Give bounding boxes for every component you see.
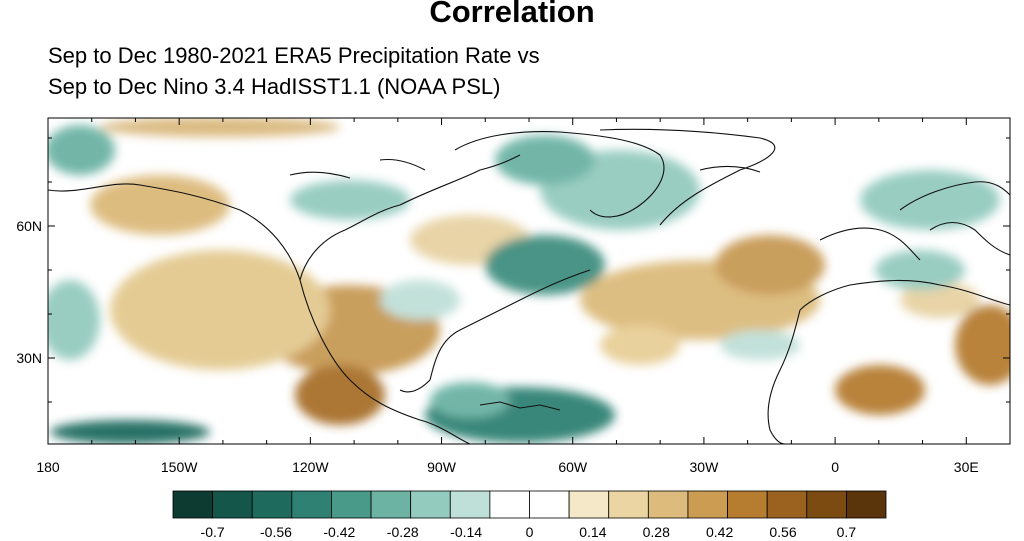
colorbar-label: -0.28 — [387, 524, 419, 540]
y-tick-label: 60N — [16, 218, 42, 234]
colorbar-swatch — [608, 490, 649, 519]
colorbar-label: 0.42 — [706, 524, 733, 540]
chart-subtitle-line1: Sep to Dec 1980-2021 ERA5 Precipitation … — [48, 43, 540, 68]
colorbar: -0.7 -0.56 -0.42 -0.28 -0.14 0 0.14 0.28 0.42 0.5… — [172, 490, 887, 540]
x-tick-label: 150W — [161, 459, 198, 475]
colorbar-label: 0.56 — [769, 524, 796, 540]
x-tick-label: 30W — [690, 459, 720, 475]
colorbar-swatch — [766, 490, 808, 519]
colorbar-swatch — [410, 490, 451, 519]
colorbar-swatch — [331, 490, 372, 519]
colorbar-swatch — [568, 490, 610, 519]
colorbar-swatch — [370, 490, 412, 519]
y-axis: 60N 30N — [16, 137, 1010, 403]
colorbar-label: -0.7 — [201, 524, 225, 540]
colorbar-label: 0.7 — [837, 524, 857, 540]
colorbar-swatch — [529, 490, 570, 519]
colorbar-swatch — [172, 490, 214, 519]
colorbar-swatch — [687, 490, 728, 519]
colorbar-label: -0.56 — [260, 524, 292, 540]
colorbar-swatch — [489, 490, 530, 519]
x-tick-label: 120W — [292, 459, 329, 475]
colorbar-swatch — [251, 490, 293, 519]
x-tick-label: 90W — [427, 459, 457, 475]
x-tick-label: 180 — [36, 459, 60, 475]
colorbar-swatch — [212, 490, 253, 519]
colorbar-swatch — [845, 490, 887, 519]
x-axis: 180 150W 120W 90W 60W 30W 0 30E — [36, 118, 1011, 475]
colorbar-label: 0 — [526, 524, 534, 540]
colorbar-label: -0.14 — [450, 524, 482, 540]
colorbar-swatch — [647, 490, 689, 519]
colorbar-label: -0.42 — [323, 524, 355, 540]
coastlines — [48, 128, 1010, 444]
chart-subtitle-line2: Sep to Dec Nino 3.4 HadISST1.1 (NOAA PSL… — [48, 74, 501, 99]
colorbar-label: 0.28 — [643, 524, 670, 540]
colorbar-swatch — [449, 490, 491, 519]
y-tick-label: 30N — [16, 350, 42, 366]
colorbar-swatch — [806, 490, 847, 519]
x-tick-label: 0 — [831, 459, 839, 475]
chart-title: Correlation — [429, 0, 595, 29]
x-tick-label: 30E — [954, 459, 979, 475]
colorbar-label: 0.14 — [579, 524, 606, 540]
x-tick-label: 60W — [558, 459, 588, 475]
colorbar-swatch — [291, 490, 332, 519]
colorbar-swatch — [727, 490, 768, 519]
map-field — [48, 118, 1010, 444]
